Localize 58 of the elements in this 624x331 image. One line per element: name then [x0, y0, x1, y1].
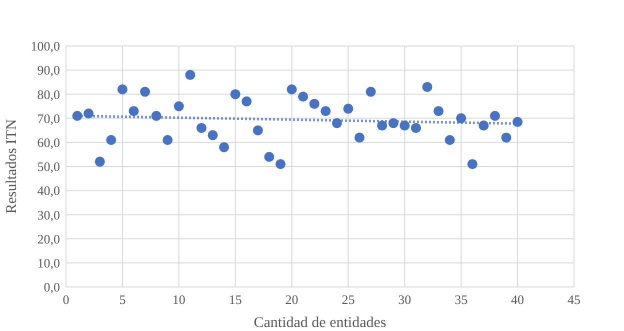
x-tick-label: 5	[119, 292, 126, 307]
x-tick-label: 45	[568, 292, 580, 307]
point	[320, 106, 331, 116]
x-axis-title: Cantidad de entidades	[254, 315, 386, 331]
y-tick-label: 30,0	[37, 207, 60, 222]
x-tick-label: 30	[398, 292, 412, 307]
point	[242, 96, 252, 106]
point	[400, 120, 410, 131]
point	[140, 86, 150, 97]
x-tick-label: 15	[228, 292, 242, 307]
point	[410, 122, 421, 133]
point	[434, 106, 444, 116]
y-tick-label: 50,0	[37, 159, 60, 174]
point	[512, 116, 523, 127]
point	[444, 134, 455, 145]
y-tick-label: 10,0	[37, 255, 60, 270]
y-tick-label: 90,0	[37, 62, 60, 78]
y-tick-label: 100,0	[30, 38, 60, 54]
point	[501, 132, 512, 143]
point	[117, 84, 128, 94]
x-tick-label: 10	[172, 292, 186, 307]
point	[490, 110, 500, 121]
point	[185, 70, 196, 80]
point	[354, 132, 365, 143]
point	[343, 104, 354, 114]
y-tick-label: 0,0	[44, 280, 60, 295]
point	[162, 134, 173, 145]
point	[467, 159, 478, 170]
x-tick-label: 0	[62, 292, 70, 307]
point	[219, 142, 230, 152]
point	[286, 84, 297, 94]
x-tick-label: 40	[511, 292, 524, 307]
point	[264, 152, 274, 162]
y-tick-label: 20,0	[37, 231, 60, 246]
point	[298, 92, 308, 102]
x-tick-label: 35	[454, 292, 468, 307]
x-tick-label: 20	[285, 292, 298, 307]
y-tick-label: 80,0	[37, 86, 60, 102]
y-tick-label: 60,0	[37, 134, 60, 150]
point	[174, 101, 184, 112]
point	[208, 130, 218, 140]
point	[275, 159, 286, 170]
point	[422, 82, 432, 92]
y-tick-label: 40,0	[37, 183, 60, 198]
point	[456, 113, 466, 124]
point	[94, 156, 105, 167]
point	[377, 120, 388, 131]
y-axis-title: Resultados ITN	[4, 119, 20, 214]
point	[196, 122, 206, 133]
y-tick-label: 70,0	[37, 110, 60, 126]
point	[309, 98, 320, 109]
point	[230, 89, 240, 100]
point	[252, 125, 263, 136]
point	[128, 106, 139, 116]
point	[106, 134, 116, 145]
point	[72, 110, 82, 121]
x-tick-label: 25	[342, 292, 355, 307]
point	[366, 86, 376, 97]
